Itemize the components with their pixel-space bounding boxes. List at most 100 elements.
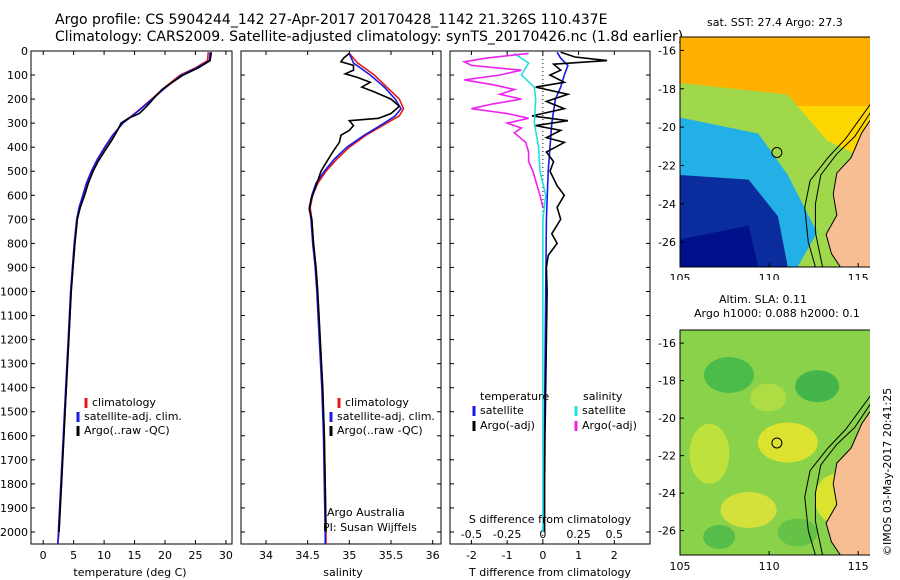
x-tick-label: 35 [342,549,356,562]
lat-tick-label: -16 [658,44,676,57]
lon-tick-label: 110 [759,272,780,280]
x-tick-label: 5 [70,549,77,562]
series-line-satellite-adj-clim- [57,52,211,545]
legend-argo-label: Argo(..raw -QC) [337,424,423,437]
s-tick-label: 0.25 [566,528,591,541]
legend-satellite-label: satellite-adj. clim. [337,410,435,423]
x-tick-label: 15 [128,549,142,562]
depth-tick-label: 1300 [0,358,28,371]
depth-tick-label: 1400 [0,382,28,395]
difference-legend: temperature satellite Argo(-adj) salinit… [472,390,637,432]
depth-tick-label: 0 [21,45,28,58]
x-tick-label: -1 [502,549,513,562]
depth-tick-label: 1700 [0,454,28,467]
depth-tick-label: 1000 [0,285,28,298]
depth-tick-label: 800 [7,237,28,250]
series-line-argo-raw-qc- [58,52,213,533]
legend-t-satellite-label: satellite [480,404,524,417]
series-line-s-argo-adj- [461,52,544,208]
s-tick-label: -0.5 [461,528,482,541]
lat-tick-label: -20 [658,412,676,425]
s-tick-label: 0.5 [606,528,624,541]
lon-tick-label: 115 [848,272,869,280]
depth-tick-label: 1600 [0,430,28,443]
argo-position-marker [771,437,783,449]
sst-map-frame [679,36,870,268]
header-line-2: Climatology: CARS2009. Satellite-adjuste… [55,29,684,45]
x-tick-label: 25 [188,549,202,562]
bathymetry-contour [804,103,870,268]
legend-t-argo-label: Argo(-adj) [480,419,535,432]
temperature-xlabel: temperature (deg C) [73,566,186,579]
legend-s-argo-label: Argo(-adj) [582,419,637,432]
x-tick-label: 35.5 [379,549,404,562]
depth-tick-label: 100 [7,69,28,82]
series-line-argo-raw-qc- [308,52,401,533]
s-difference-label: S difference from climatology [469,513,632,526]
salinity-legend: climatology satellite-adj. clim. Argo(..… [329,396,435,437]
depth-tick-label: 500 [7,165,28,178]
header-line-1: Argo profile: CS 5904244_142 27-Apr-2017… [55,12,608,28]
lat-tick-label: -26 [658,525,676,538]
x-tick-label: 0 [539,549,546,562]
series-line-t-argo-adj- [531,51,608,532]
sla-map-subtitle: Argo h1000: 0.088 h2000: 0.1 [694,307,860,320]
legend-temperature-title: temperature [480,390,549,403]
lat-tick-label: -24 [658,487,676,500]
depth-tick-label: 900 [7,261,28,274]
x-tick-label: 34.5 [295,549,320,562]
lon-tick-label: 115 [848,560,869,573]
lat-tick-label: -16 [658,337,676,350]
t-difference-xlabel: T difference from climatology [468,566,631,579]
x-tick-label: 20 [158,549,172,562]
x-tick-label: 0 [40,549,47,562]
x-tick-label: 34 [259,549,273,562]
salinity-xlabel: salinity [323,566,363,579]
difference-panel-frame [449,50,651,545]
credit-text: ©IMOS 03-May-2017 20:41:25 [881,387,894,556]
legend-satellite-label: satellite-adj. clim. [84,410,182,423]
series-line-satellite-adj-clim- [308,53,402,544]
legend-s-satellite-label: satellite [582,404,626,417]
sla-map: -16 -18 -20 -22 -24 -26 105 110 115 [658,329,870,573]
temperature-plot: 0100200300400500600700800900100011001200… [0,45,233,562]
depth-tick-label: 300 [7,117,28,130]
depth-tick-label: 2000 [0,526,28,539]
depth-tick-label: 700 [7,213,28,226]
salinity-panel-frame [240,50,442,545]
depth-tick-label: 1100 [0,310,28,323]
bathymetry-contour [804,395,870,556]
x-tick-label: 10 [97,549,111,562]
depth-tick-label: 400 [7,141,28,154]
depth-tick-label: 1500 [0,406,28,419]
difference-plot: -2 -1 0 1 2 -0.5 -0.25 0 0.25 0.5 [450,50,650,562]
x-tick-label: 1 [575,549,582,562]
depth-tick-label: 200 [7,93,28,106]
lon-tick-label: 110 [759,560,780,573]
temperature-panel-frame [30,50,233,545]
x-tick-label: 36 [426,549,440,562]
argo-position-marker [771,146,783,158]
s-tick-label: 0 [539,528,546,541]
legend-climatology-label: climatology [92,396,156,409]
lat-tick-label: -26 [658,236,676,249]
sst-map: -16 -18 -20 -22 -24 -26 105 110 115 [658,36,870,280]
s-tick-label: -0.25 [493,528,521,541]
series-line-s-satellite [513,52,547,532]
depth-tick-label: 1900 [0,502,28,515]
depth-tick-label: 1200 [0,334,28,347]
lat-tick-label: -18 [658,375,676,388]
legend-climatology-label: climatology [345,396,409,409]
salinity-annotation-line-1: Argo Australia [327,506,405,519]
lat-tick-label: -18 [658,83,676,96]
lat-tick-label: -24 [658,198,676,211]
series-line-climatology [57,52,209,545]
legend-salinity-title: salinity [583,390,623,403]
sst-map-title: sat. SST: 27.4 Argo: 27.3 [707,16,843,29]
sla-map-frame [679,329,870,556]
sst-map-field [680,37,870,267]
sla-map-title: Altim. SLA: 0.11 [719,293,808,306]
temperature-legend: climatology satellite-adj. clim. Argo(..… [76,396,182,437]
x-tick-label: 30 [219,549,233,562]
